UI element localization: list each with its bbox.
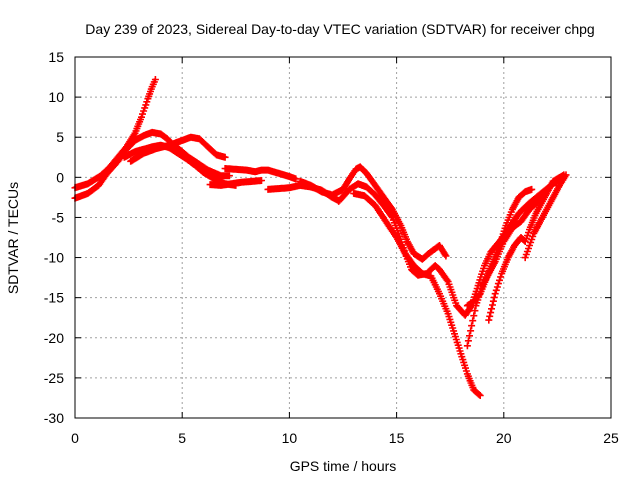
x-tick-label: 10 — [282, 430, 298, 446]
series-markers — [71, 128, 233, 202]
series-markers — [485, 171, 568, 324]
y-tick-label: 10 — [48, 89, 64, 105]
y-tick-label: -15 — [44, 290, 64, 306]
series-arc-h — [296, 163, 450, 263]
series-markers — [335, 175, 566, 319]
series-markers — [296, 163, 450, 263]
x-axis-label: GPS time / hours — [290, 458, 397, 474]
series-markers — [206, 177, 265, 189]
series-arc-n — [521, 171, 570, 262]
x-tick-label: 0 — [71, 430, 79, 446]
x-tick-label: 5 — [178, 430, 186, 446]
series-markers — [127, 133, 229, 165]
series-arc-m — [485, 171, 568, 324]
series-arc-d — [127, 133, 229, 165]
series-arc-j — [350, 189, 484, 399]
y-tick-label: 0 — [56, 169, 64, 185]
y-tick-label: -25 — [44, 370, 64, 386]
series-arc-b — [71, 128, 233, 202]
y-tick-label: -30 — [44, 410, 64, 426]
x-tick-label: 20 — [496, 430, 512, 446]
y-tick-label: 15 — [48, 49, 64, 65]
series-arc-f — [221, 165, 300, 183]
axis-ticks: 0 5 10 15 20 25 -30 -25 -20 -15 -10 -5 0 5 10 15 — [44, 49, 619, 446]
series-markers — [521, 171, 570, 262]
series-markers — [221, 165, 300, 183]
x-tick-label: 15 — [389, 430, 405, 446]
series-arc-i — [335, 175, 566, 319]
chart-title: Day 239 of 2023, Sidereal Day-to-day VTE… — [85, 21, 594, 37]
series-markers — [350, 189, 484, 399]
grid — [75, 57, 611, 418]
plot-frame — [74, 56, 612, 419]
y-tick-label: -5 — [52, 209, 65, 225]
y-tick-label: 5 — [56, 129, 64, 145]
y-tick-label: -20 — [44, 330, 64, 346]
y-axis-label: SDTVAR / TECUs — [5, 182, 21, 294]
data-points — [71, 76, 570, 399]
series-arc-e — [206, 177, 265, 189]
y-tick-label: -10 — [44, 250, 64, 266]
x-tick-label: 25 — [603, 430, 619, 446]
